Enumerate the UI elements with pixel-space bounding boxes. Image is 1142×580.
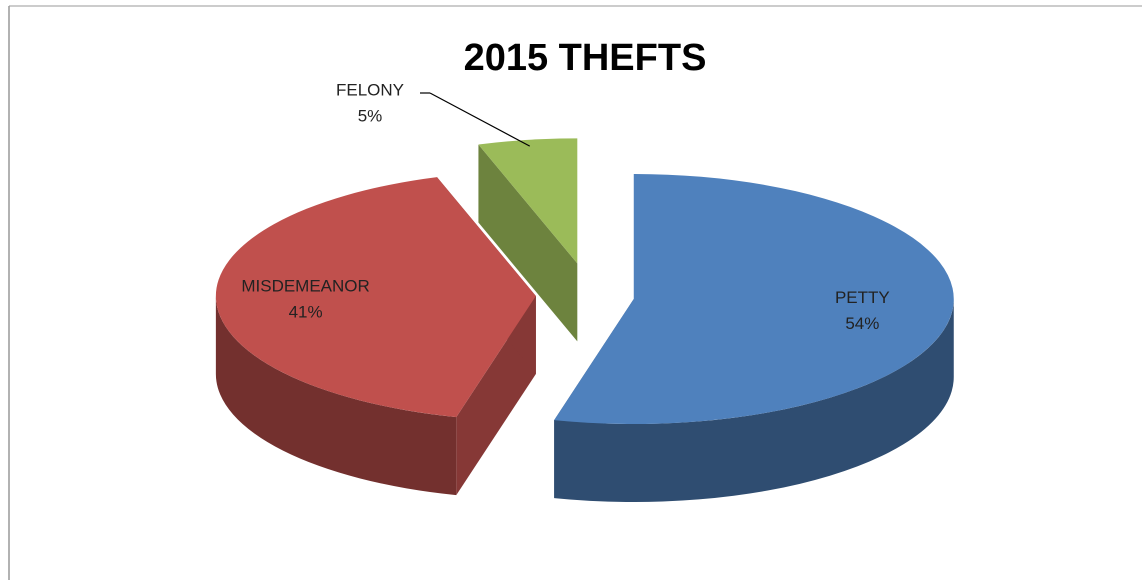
slice — [215, 177, 536, 418]
slice-label: PETTY — [835, 288, 890, 307]
slice-side — [554, 299, 954, 503]
slice-side — [215, 296, 457, 496]
slice — [478, 138, 578, 264]
slice — [554, 174, 954, 425]
slice-wall — [478, 144, 578, 342]
slice-label: FELONY — [336, 80, 404, 99]
chart-title: 2015 THEFTS — [464, 37, 707, 79]
slice-label: MISDEMEANOR — [241, 276, 369, 295]
slice-value-label: 41% — [289, 302, 323, 321]
slice-value-label: 54% — [845, 314, 879, 333]
leader-line — [429, 92, 531, 147]
slice-value-label: 5% — [358, 106, 383, 125]
